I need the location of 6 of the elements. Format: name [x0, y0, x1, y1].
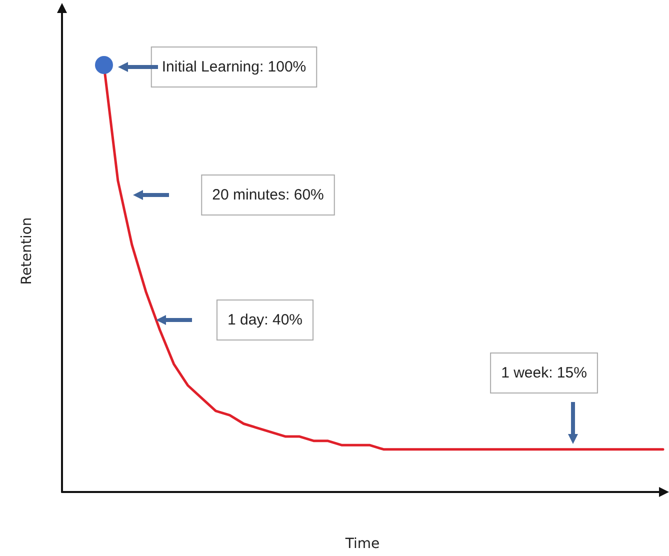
x-axis-title: Time: [344, 536, 380, 552]
y-axis-title: Retention: [19, 217, 35, 285]
annotation: 1 day: 40%: [227, 312, 303, 328]
annotation: 20 minutes: 60%: [212, 186, 324, 204]
annotation: 1 week: 15%: [501, 364, 587, 382]
annotation: Initial Learning: 100%: [162, 58, 306, 76]
